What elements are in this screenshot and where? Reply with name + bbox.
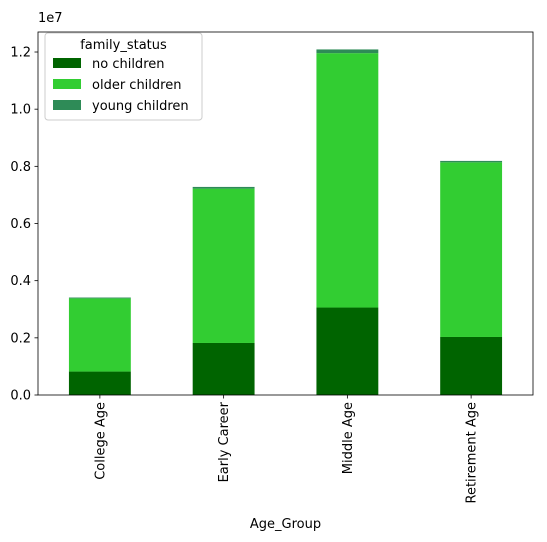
- y-tick-label-0: 0.0: [10, 389, 31, 404]
- x-axis-label: Age_Group: [250, 517, 321, 532]
- legend-box: [44, 32, 203, 121]
- plot-frame: [37, 31, 534, 396]
- legend-label-2: young children: [92, 99, 189, 114]
- bar-0-1: [192, 342, 255, 395]
- legend-label-0: no children: [92, 57, 164, 72]
- y-tick-label-3: 0.6: [10, 217, 31, 232]
- bar-0-0: [68, 371, 131, 395]
- bar-0-2: [316, 307, 379, 395]
- bar-1-3: [440, 162, 503, 337]
- bar-1-1: [192, 188, 255, 343]
- bars-group: [68, 49, 503, 395]
- x-tick-label-0: College Age: [93, 402, 108, 480]
- bar-2-0: [68, 297, 131, 299]
- bar-2-3: [440, 160, 503, 163]
- bar-1-2: [316, 53, 379, 308]
- x-tick-label-1: Early Career: [217, 401, 232, 482]
- legend-swatch-1: [53, 79, 81, 89]
- legend-swatch-0: [53, 58, 81, 68]
- x-tick-label-2: Middle Age: [341, 402, 356, 474]
- x-tick-label-3: Retirement Age: [465, 402, 480, 504]
- legend-label-1: older children: [92, 78, 181, 93]
- legend-swatch-2: [53, 100, 81, 110]
- y-tick-label-2: 0.4: [10, 274, 31, 289]
- legend-title: family_status: [80, 38, 167, 53]
- bar-2-1: [192, 186, 255, 189]
- y-offset-label: 1e7: [38, 11, 63, 26]
- bar-0-3: [440, 336, 503, 395]
- y-tick-label-5: 1.0: [10, 103, 31, 118]
- y-tick-label-1: 0.2: [10, 331, 31, 346]
- y-tick-label-4: 0.8: [10, 160, 31, 175]
- bar-1-0: [68, 298, 131, 372]
- axes-group: 0.0 0.2 0.4 0.6 0.8 1.0 1.2 1e7 College Age Early…: [10, 11, 534, 532]
- y-tick-label-6: 1.2: [10, 46, 31, 61]
- bar-2-2: [316, 49, 379, 54]
